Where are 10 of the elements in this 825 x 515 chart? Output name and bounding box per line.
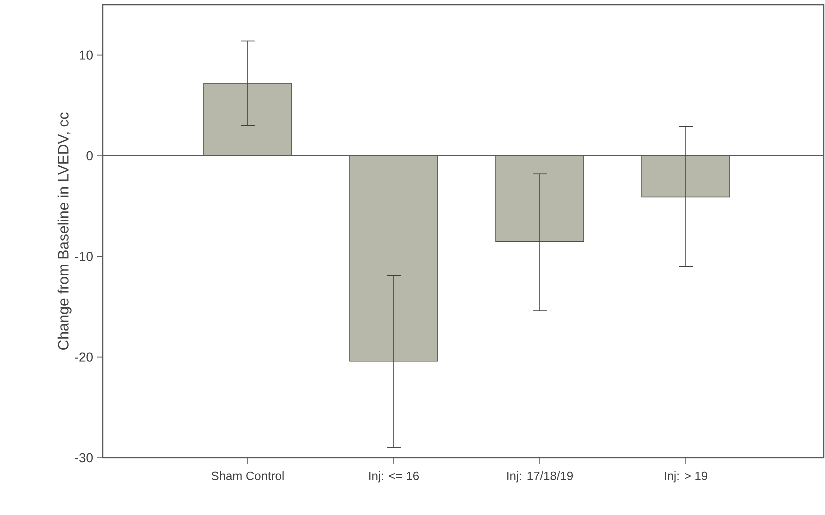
y-tick-label: -10 [75,252,93,262]
x-tick-label: Inj: > 19 [665,472,708,483]
x-tick-label: Sham Control [212,472,284,480]
y-tick-label: -20 [75,352,93,362]
y-axis-title: Change from Baseline in LVEDV, cc [58,112,72,350]
y-tick-label: -30 [75,453,93,463]
y-tick-label: 0 [86,151,93,161]
x-tick-label: Inj: <= 16 [370,472,420,483]
y-tick-label: 10 [80,50,93,60]
x-tick-label: Inj: 17/18/19 [508,472,574,483]
